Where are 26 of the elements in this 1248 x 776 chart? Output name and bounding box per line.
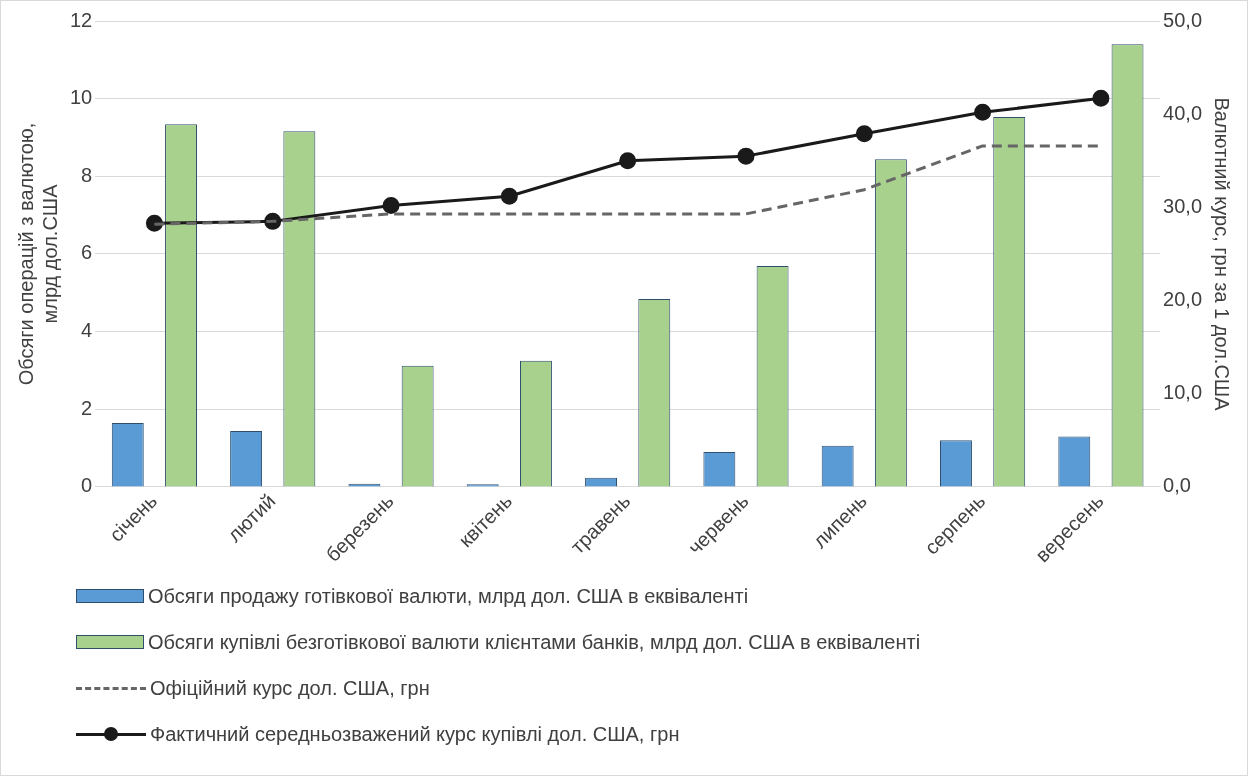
point <box>855 125 873 143</box>
y2-tick-label: 30,0 <box>1163 194 1203 217</box>
legend-label: Офіційний курс дол. США, грн <box>150 676 430 700</box>
y-tick-label: 6 <box>81 241 93 264</box>
y2-tick-label: 10,0 <box>1163 381 1203 404</box>
y2-tick-label: 20,0 <box>1163 288 1203 311</box>
legend-label: Обсяги купівлі безготівкової валюти клієнтами банків, млрд дол. США в еквіваленті <box>148 630 921 654</box>
point <box>1092 89 1110 107</box>
y-tick-label: 12 <box>70 8 93 31</box>
y-tick-label: 10 <box>70 86 93 109</box>
point <box>619 152 637 170</box>
point <box>737 147 755 165</box>
y2-tick-label: 40,0 <box>1163 101 1203 124</box>
point <box>500 187 518 205</box>
y2-axis-title: Валютний курс, грн за 1 дол.США <box>1211 97 1234 412</box>
y2-tick-label: 0,0 <box>1163 474 1191 497</box>
point <box>974 103 992 121</box>
point <box>382 197 400 215</box>
legend-label: Обсяги продажу готівкової валюти, млрд дол. США в еквіваленті <box>148 584 749 608</box>
y-tick-label: 8 <box>81 163 93 186</box>
y-axis-title: Обсяги операцій з валютою, млрд дол.США <box>14 122 61 386</box>
y-tick-label: 4 <box>81 319 93 342</box>
y-tick-label: 0 <box>81 474 93 497</box>
y2-tick-label: 50,0 <box>1163 8 1203 31</box>
y-tick-label: 2 <box>81 396 93 419</box>
legend-label: Фактичний середньозважений курс купівлі дол. США, грн <box>150 722 680 746</box>
